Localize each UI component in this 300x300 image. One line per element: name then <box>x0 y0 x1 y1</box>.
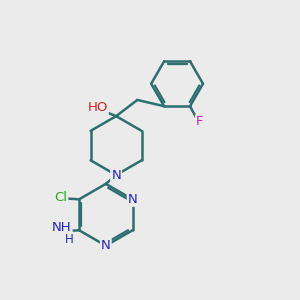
Text: F: F <box>196 116 203 128</box>
Text: NH: NH <box>52 221 71 234</box>
Text: N: N <box>128 193 137 206</box>
Text: H: H <box>65 232 74 246</box>
Text: N: N <box>101 239 111 252</box>
Text: Cl: Cl <box>54 191 67 204</box>
Text: HO: HO <box>87 101 108 114</box>
Text: N: N <box>111 169 121 182</box>
